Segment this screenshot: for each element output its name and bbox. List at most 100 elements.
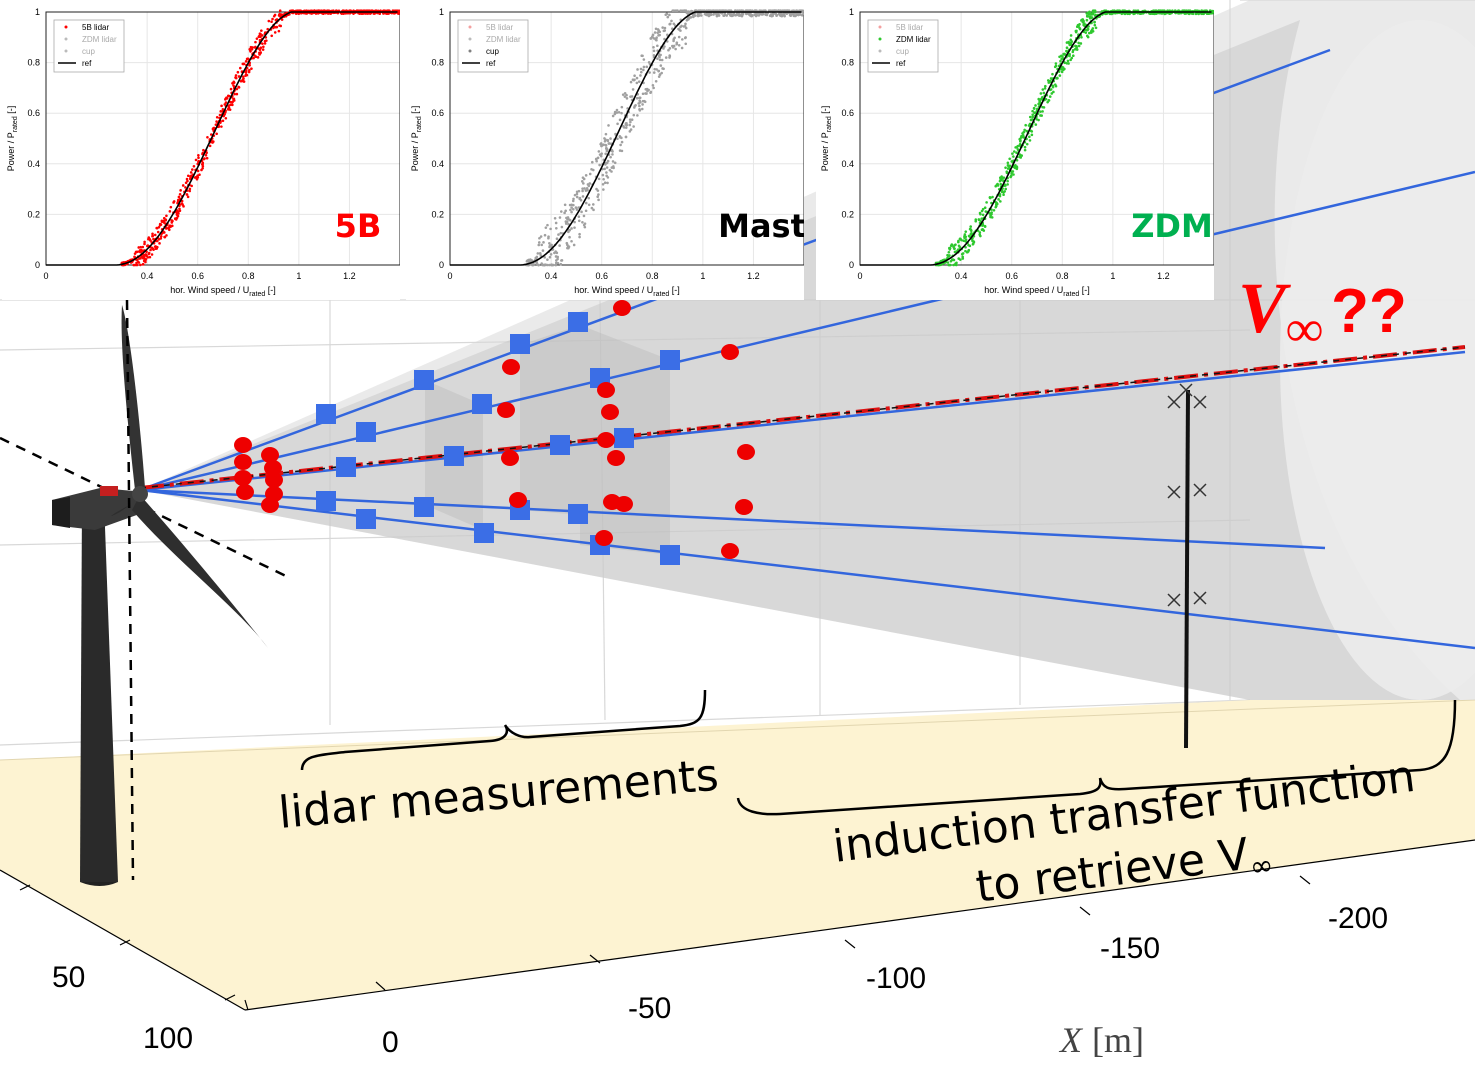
reference-curve (46, 11, 398, 266)
scatter-point (1163, 12, 1167, 16)
scatter-point (205, 156, 209, 160)
scatter-point (642, 68, 645, 72)
lidar-circle-marker (721, 543, 739, 559)
scatter-point (625, 97, 629, 100)
x-tick-label: 1.2 (747, 271, 760, 281)
mast-sensor-markers (1167, 383, 1207, 607)
lidar-square-marker (316, 404, 336, 424)
scatter-point (165, 234, 168, 237)
scatter-point (779, 14, 783, 18)
scatter-point (239, 79, 243, 83)
scatter-point (235, 87, 239, 91)
scatter-point (672, 22, 676, 26)
scatter-point (981, 213, 985, 217)
scatter-point (1059, 59, 1062, 63)
legend-entry: ZDM lidar (82, 35, 117, 44)
scatter-point (205, 151, 208, 155)
scatter-point (620, 111, 623, 115)
scatter-point (1062, 68, 1065, 71)
scatter-point (181, 184, 185, 187)
lidar-circle-marker (236, 484, 254, 500)
scatter-point (251, 46, 255, 49)
scatter-point (1071, 48, 1075, 52)
scatter-point (261, 42, 264, 45)
scatter-point (652, 71, 656, 74)
scatter-point (612, 165, 615, 168)
v-inf-label: V∞?? (1238, 268, 1407, 358)
scatter-point (665, 40, 669, 43)
scatter-point (560, 259, 564, 262)
scatter-point (160, 219, 164, 223)
scatter-point (1022, 130, 1026, 134)
scatter-point (548, 245, 551, 249)
scatter-point (270, 20, 273, 24)
x-tick-label: 0.6 (1005, 271, 1018, 281)
scatter-point (667, 48, 670, 52)
scatter-point (552, 263, 555, 267)
scatter-point (631, 88, 635, 91)
scatter-point (657, 75, 661, 78)
scatter-point (1006, 163, 1010, 167)
scatter-point (260, 29, 263, 32)
scatter-point (238, 66, 242, 70)
scatter-point (768, 14, 772, 18)
scatter-point (153, 233, 157, 237)
scatter-point (555, 226, 558, 230)
scatter-point (261, 48, 265, 51)
scatter-point (949, 259, 953, 263)
scatter-point (1021, 134, 1025, 138)
scatter-point (590, 206, 594, 210)
scatter-point (170, 219, 173, 222)
scatter-point (964, 245, 967, 249)
scatter-point (1090, 16, 1094, 19)
lidar-circle-marker (261, 447, 279, 463)
scatter-point (277, 29, 281, 33)
scatter-point (638, 96, 641, 100)
legend-entry: cup (896, 47, 909, 56)
scatter-point (609, 137, 612, 140)
scatter-point (554, 263, 558, 267)
scatter-point (1009, 175, 1012, 179)
x-tick-label: 0.8 (646, 271, 659, 281)
scatter-point (595, 187, 598, 191)
scatter-point (961, 257, 965, 260)
scatter-point (141, 245, 145, 249)
scatter-point (677, 43, 681, 47)
scatter-point (541, 249, 545, 252)
scatter-point (1079, 42, 1083, 45)
lidar-square-marker (472, 394, 492, 414)
x-tick-label: 0.4 (141, 271, 154, 281)
scatter-point (585, 186, 589, 190)
scatter-point (968, 227, 972, 231)
scatter-point (1000, 190, 1004, 194)
scatter-point (979, 212, 982, 216)
scatter-point (569, 208, 572, 212)
scatter-point (1024, 123, 1027, 127)
y-tick-label: 0.8 (431, 58, 444, 68)
scatter-point (252, 56, 255, 60)
scatter-point (994, 184, 998, 188)
lidar-circle-marker (735, 499, 753, 515)
scatter-point (658, 58, 662, 62)
scatter-point (617, 110, 621, 114)
scatter-point (584, 209, 588, 213)
x-tick-label: 0 (447, 271, 452, 281)
lidar-circle-marker (234, 454, 252, 470)
scatter-point (185, 177, 189, 181)
scatter-point (1030, 133, 1034, 137)
scatter-point (586, 183, 590, 186)
scatter-point (1075, 29, 1078, 33)
scatter-point (738, 14, 742, 17)
scatter-point (639, 67, 643, 71)
scatter-point (657, 29, 661, 32)
scatter-point (802, 9, 804, 13)
scatter-point (597, 177, 601, 181)
scatter-point (699, 14, 703, 17)
lidar-square-marker (568, 312, 588, 332)
power-curve-inset-mast: 0 0.4 0.6 0.8 1 1.2 0 0.2 0.4 0.6 0.8 1 5B lidar ZDM … (406, 0, 804, 300)
scatter-point (578, 232, 581, 236)
scatter-point (581, 189, 584, 193)
scatter-point (603, 181, 607, 185)
scatter-point (1066, 59, 1070, 63)
scatter-point (679, 29, 682, 32)
